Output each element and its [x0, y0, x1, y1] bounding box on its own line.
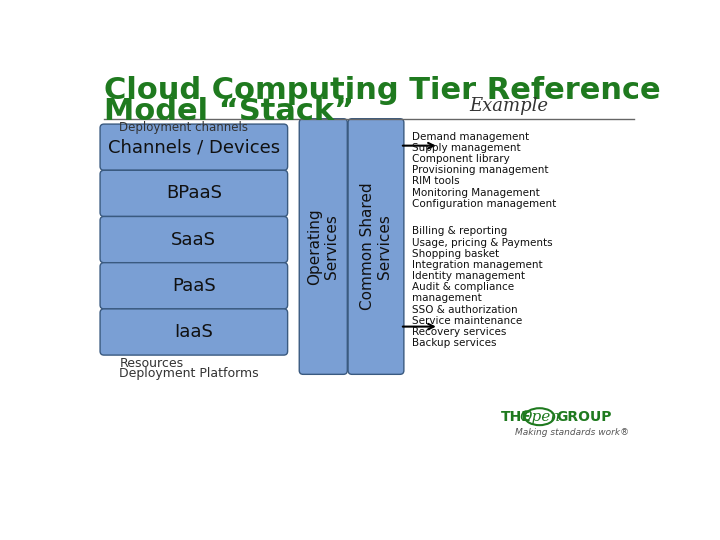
Text: BPaaS: BPaaS [166, 184, 222, 202]
Text: Monitoring Management: Monitoring Management [412, 187, 539, 198]
Text: Audit & compliance: Audit & compliance [412, 282, 514, 292]
Text: Open: Open [519, 410, 560, 424]
Text: Deployment Platforms: Deployment Platforms [120, 367, 259, 380]
Text: Cloud Computing Tier Reference: Cloud Computing Tier Reference [104, 76, 660, 105]
Text: Demand management: Demand management [412, 132, 528, 142]
Text: management: management [412, 294, 482, 303]
FancyBboxPatch shape [300, 119, 347, 374]
Text: Configuration management: Configuration management [412, 199, 556, 209]
Text: Service maintenance: Service maintenance [412, 316, 522, 326]
Text: SSO & authorization: SSO & authorization [412, 305, 517, 315]
Text: Resources: Resources [120, 357, 184, 370]
Text: Backup services: Backup services [412, 338, 496, 348]
Text: Deployment channels: Deployment channels [120, 121, 248, 134]
Text: Usage, pricing & Payments: Usage, pricing & Payments [412, 238, 552, 248]
Text: GROUP: GROUP [557, 410, 612, 424]
Text: Billing & reporting: Billing & reporting [412, 226, 507, 237]
Text: Integration management: Integration management [412, 260, 542, 270]
FancyBboxPatch shape [348, 119, 404, 374]
Text: Provisioning management: Provisioning management [412, 165, 548, 176]
Text: Making standards work®: Making standards work® [515, 428, 629, 437]
FancyBboxPatch shape [100, 217, 287, 262]
Text: Operating
Services: Operating Services [307, 208, 339, 285]
Text: Supply management: Supply management [412, 143, 521, 153]
Text: Model “Stack”: Model “Stack” [104, 97, 354, 126]
FancyBboxPatch shape [100, 309, 287, 355]
Text: Shopping basket: Shopping basket [412, 249, 499, 259]
Text: PaaS: PaaS [172, 277, 216, 295]
Text: SaaS: SaaS [171, 231, 216, 248]
Text: Common Shared
Services: Common Shared Services [360, 183, 392, 310]
Text: Example: Example [469, 97, 549, 115]
Text: Channels / Devices: Channels / Devices [108, 138, 280, 156]
FancyBboxPatch shape [100, 262, 287, 309]
Text: Recovery services: Recovery services [412, 327, 506, 337]
Text: Identity management: Identity management [412, 271, 525, 281]
Text: RIM tools: RIM tools [412, 177, 459, 186]
Text: Component library: Component library [412, 154, 509, 164]
Text: THE: THE [500, 410, 531, 424]
Text: IaaS: IaaS [174, 323, 213, 341]
FancyBboxPatch shape [100, 170, 287, 217]
FancyBboxPatch shape [100, 124, 287, 170]
